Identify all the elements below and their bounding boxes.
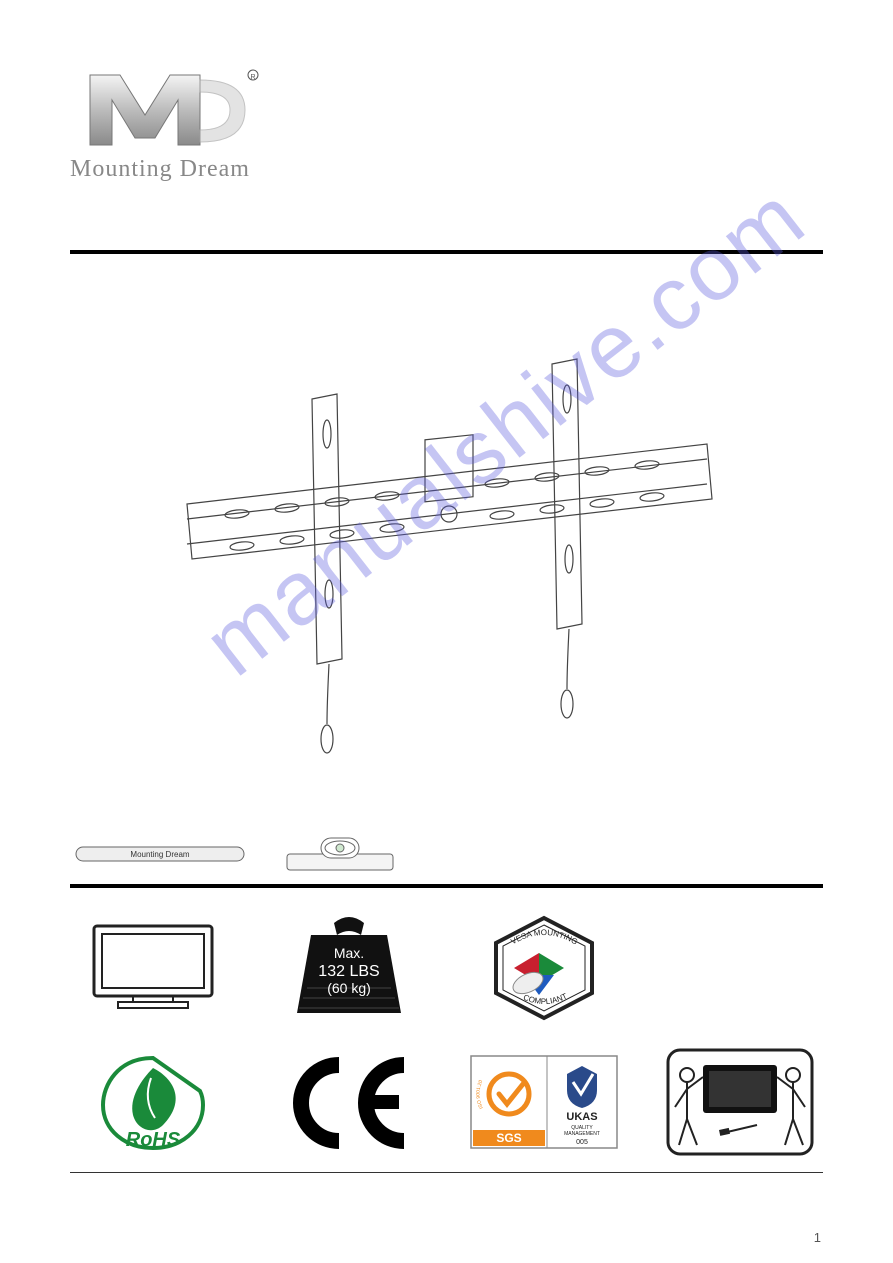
spec-rohs-icon: RoHS — [78, 1047, 228, 1157]
spec-grid: Max. 132 LBS (60 kg) VESA MOUNTING — [70, 908, 823, 1162]
ruler-label: Mounting Dream — [130, 850, 189, 859]
ruler-icon: Mounting Dream — [75, 841, 245, 867]
spec-vesa-icon: VESA MOUNTING COMPLIANT — [469, 913, 619, 1023]
spec-empty-1 — [665, 913, 815, 1023]
divider-top — [70, 250, 823, 254]
divider-bottom — [70, 1172, 823, 1173]
spec-sgs-ukas-icon: SGS ISO 9001:2008 UKAS QUALITY MANAGEMEN… — [469, 1047, 619, 1157]
mount-drawing-icon — [147, 304, 747, 784]
weight-lbs-label: 132 LBS — [318, 963, 379, 980]
svg-text:005: 005 — [577, 1139, 589, 1146]
spec-weight-icon: Max. 132 LBS (60 kg) — [274, 913, 424, 1023]
svg-text:MANAGEMENT: MANAGEMENT — [564, 1131, 600, 1137]
svg-text:UKAS: UKAS — [567, 1111, 598, 1123]
svg-text:SGS: SGS — [497, 1131, 522, 1145]
spec-tv-icon — [78, 913, 228, 1023]
accessories-row: Mounting Dream — [75, 834, 823, 874]
brand-name: Mounting Dream — [70, 156, 290, 183]
spec-two-person-icon — [665, 1047, 815, 1157]
md-logo-icon: R — [70, 60, 280, 160]
rohs-text: RoHS — [126, 1129, 181, 1151]
product-illustration — [70, 264, 823, 824]
page-number: 1 — [814, 1230, 821, 1245]
weight-kg-label: (60 kg) — [327, 980, 371, 996]
divider-mid — [70, 884, 823, 888]
spec-ce-icon — [274, 1047, 424, 1157]
bubble-level-icon — [285, 834, 395, 874]
brand-logo-block: R Mounting Dream — [70, 60, 290, 200]
weight-max-label: Max. — [333, 945, 363, 961]
svg-text:R: R — [250, 74, 255, 81]
